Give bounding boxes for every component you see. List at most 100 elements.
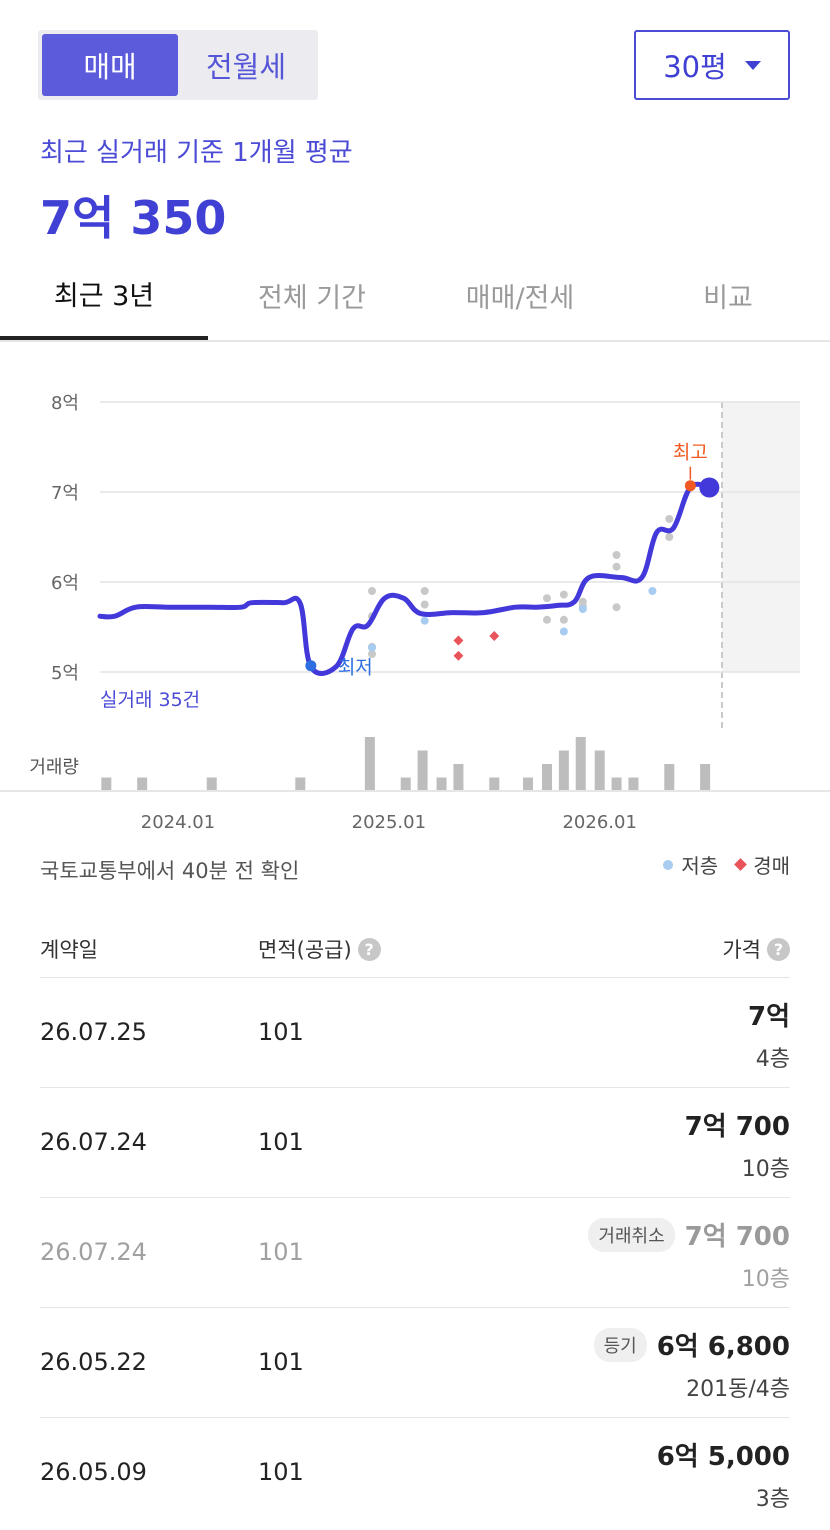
lowest-point-marker bbox=[305, 660, 317, 672]
header-price-label: 가격 bbox=[722, 938, 761, 962]
x-tick-label: 2024.01 bbox=[141, 812, 215, 833]
row-area: 101 bbox=[258, 1238, 304, 1266]
transaction-point bbox=[542, 615, 551, 624]
x-tick-label: 2025.01 bbox=[352, 812, 426, 833]
table-row[interactable]: 26.07.24 101 거래취소 7억 700 10층 bbox=[40, 1198, 790, 1308]
volume-bar bbox=[523, 777, 534, 791]
tab-recent-3y[interactable]: 최근 3년 bbox=[0, 250, 208, 340]
transaction-point bbox=[665, 515, 674, 523]
average-price-subtitle: 최근 실거래 기준 1개월 평균 bbox=[40, 138, 353, 168]
low-floor-point bbox=[578, 605, 587, 613]
question-icon[interactable]: ? bbox=[767, 937, 790, 961]
auction-diamond-icon bbox=[734, 858, 748, 871]
transaction-point bbox=[420, 600, 429, 609]
low-floor-point bbox=[367, 643, 376, 652]
lowest-point-label: 최저 bbox=[338, 657, 373, 679]
header-area-label: 면적(공급) bbox=[258, 938, 352, 962]
volume-bar bbox=[206, 777, 217, 791]
tab-compare[interactable]: 비교 bbox=[703, 282, 753, 314]
transaction-point bbox=[612, 603, 621, 612]
header-price: 가격 ? bbox=[722, 934, 790, 964]
table-row[interactable]: 26.07.25 101 7억 4층 bbox=[40, 978, 790, 1088]
legend-auction: 경매 bbox=[734, 850, 790, 879]
row-price: 6억 6,800 bbox=[656, 1332, 790, 1362]
volume-bar bbox=[575, 737, 586, 791]
transaction-count-label: 실거래 35건 bbox=[100, 689, 200, 711]
legend-low-floor-label: 저층 bbox=[681, 854, 719, 878]
row-date: 26.07.24 bbox=[40, 1238, 147, 1266]
auction-point bbox=[489, 631, 500, 641]
transaction-point bbox=[367, 650, 376, 658]
transaction-list: 26.07.25 101 7억 4층 26.07.24 101 7억 700 10층 26.07… bbox=[40, 978, 790, 1528]
legend-low-floor: 저층 bbox=[663, 850, 718, 879]
legend-auction-label: 경매 bbox=[753, 854, 790, 878]
volume-bar bbox=[700, 764, 711, 791]
row-area: 101 bbox=[258, 1348, 304, 1376]
registered-badge: 등기 bbox=[593, 1327, 647, 1362]
transaction-point bbox=[612, 562, 621, 571]
trade-type-sale-button[interactable]: 매매 bbox=[42, 34, 178, 96]
average-price: 7억 350 bbox=[40, 191, 227, 245]
tab-sale-jeonse[interactable]: 매매/전세 bbox=[465, 282, 575, 314]
row-area: 101 bbox=[258, 1018, 304, 1046]
volume-bar bbox=[489, 777, 500, 791]
cancelled-badge: 거래취소 bbox=[588, 1217, 675, 1252]
question-icon[interactable]: ? bbox=[357, 937, 381, 961]
transaction-point bbox=[367, 587, 376, 595]
future-region bbox=[721, 402, 800, 672]
volume-bar bbox=[628, 777, 639, 791]
transaction-point bbox=[559, 615, 568, 624]
header-area: 면적(공급) ? bbox=[258, 934, 381, 964]
low-floor-point bbox=[420, 616, 429, 625]
row-price-cell: 6억 5,000 3층 bbox=[657, 1436, 790, 1513]
tab-all-period[interactable]: 전체 기간 bbox=[258, 282, 366, 314]
trade-type-toggle: 매매 전월세 bbox=[38, 30, 318, 100]
size-dropdown-value: 30평 bbox=[663, 50, 727, 84]
table-row[interactable]: 26.05.22 101 등기 6억 6,800 201동/4층 bbox=[40, 1308, 790, 1418]
volume-label: 거래량 bbox=[29, 757, 79, 778]
y-tick-label: 7억 bbox=[51, 483, 79, 504]
volume-bar bbox=[101, 777, 112, 791]
transaction-point bbox=[542, 594, 551, 603]
table-row[interactable]: 26.07.24 101 7억 700 10층 bbox=[40, 1088, 790, 1198]
volume-bar bbox=[364, 737, 375, 791]
volume-bar bbox=[417, 750, 428, 791]
volume-bar bbox=[558, 750, 569, 791]
auction-point bbox=[453, 650, 464, 661]
auction-point bbox=[453, 635, 464, 646]
row-floor: 201동/4층 bbox=[686, 1377, 790, 1402]
y-tick-label: 8억 bbox=[51, 393, 79, 414]
volume-bar bbox=[137, 777, 148, 791]
row-area: 101 bbox=[258, 1458, 304, 1486]
row-floor: 10층 bbox=[741, 1267, 790, 1292]
low-floor-dot-icon bbox=[663, 859, 674, 870]
volume-bar bbox=[611, 777, 622, 791]
period-tabs: 최근 3년 전체 기간 매매/전세 비교 bbox=[0, 250, 830, 342]
row-price-cell: 7억 700 10층 bbox=[685, 1106, 790, 1183]
volume-bar bbox=[400, 777, 411, 791]
row-price-cell: 거래취소 7억 700 10층 bbox=[588, 1216, 790, 1293]
row-date: 26.05.22 bbox=[40, 1348, 147, 1376]
row-floor: 4층 bbox=[755, 1047, 790, 1072]
row-price: 7억 bbox=[747, 1002, 790, 1032]
size-dropdown[interactable]: 30평 bbox=[634, 30, 790, 100]
transaction-point bbox=[559, 590, 568, 599]
header-date: 계약일 bbox=[40, 934, 98, 964]
volume-bar bbox=[295, 777, 306, 791]
transaction-point bbox=[665, 533, 674, 541]
highest-point-marker bbox=[684, 480, 696, 492]
current-point-marker bbox=[699, 477, 720, 498]
x-tick-label: 2026.01 bbox=[562, 812, 636, 833]
chevron-down-icon bbox=[744, 60, 761, 70]
row-area: 101 bbox=[258, 1128, 304, 1156]
trade-type-rent-button[interactable]: 전월세 bbox=[205, 50, 287, 84]
row-price: 6억 5,000 bbox=[656, 1442, 790, 1472]
header-date-label: 계약일 bbox=[40, 938, 98, 962]
table-row[interactable]: 26.05.09 101 6억 5,000 3층 bbox=[40, 1418, 790, 1528]
table-header: 계약일 면적(공급) ? 가격 ? bbox=[40, 920, 790, 978]
volume-bar bbox=[541, 764, 552, 791]
volume-bar bbox=[436, 777, 447, 791]
row-price-cell: 7억 4층 bbox=[748, 996, 790, 1073]
y-tick-label: 5억 bbox=[51, 663, 79, 684]
